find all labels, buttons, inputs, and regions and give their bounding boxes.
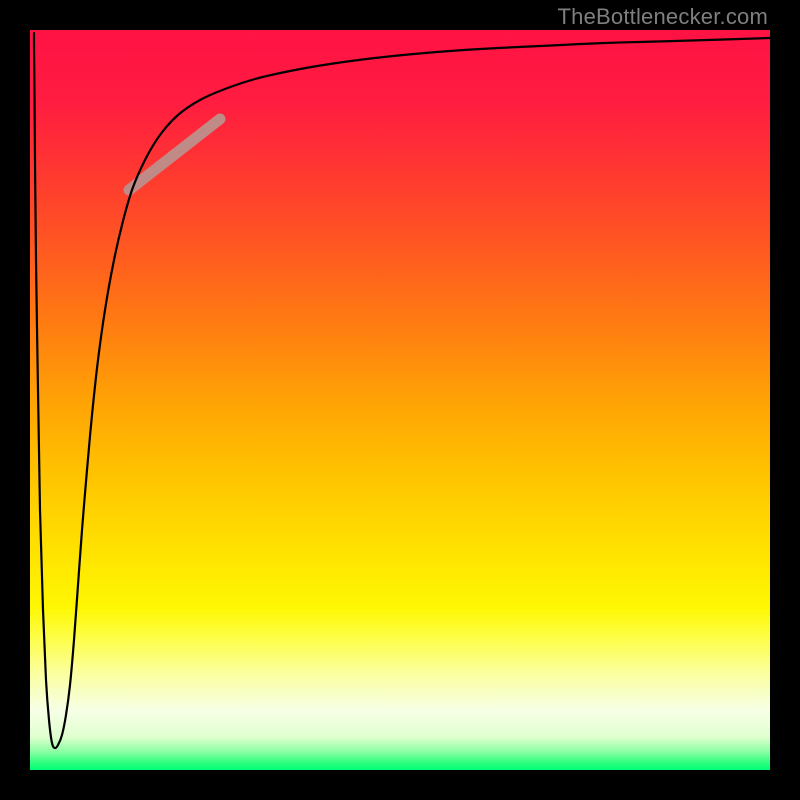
highlight-segment: [129, 119, 220, 190]
curve-layer: [0, 0, 800, 800]
main-curve: [34, 33, 770, 748]
chart-canvas: TheBottlenecker.com: [0, 0, 800, 800]
watermark-text: TheBottlenecker.com: [558, 4, 768, 30]
